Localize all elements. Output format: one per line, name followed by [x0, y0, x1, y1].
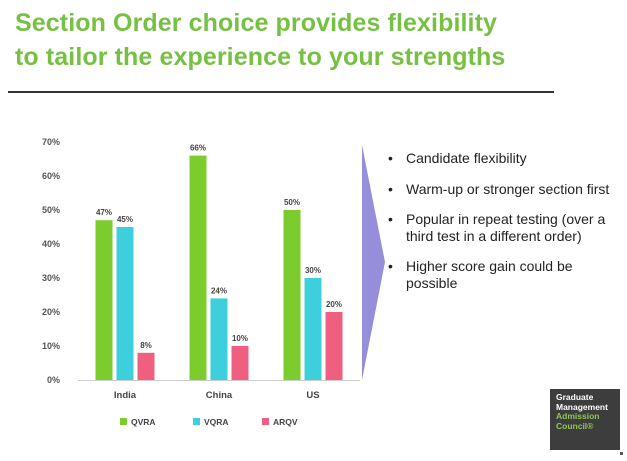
bullet-item: • Popular in repeat testing (over a third…: [388, 211, 623, 244]
bullet-text: Candidate flexibility: [406, 150, 527, 166]
data-label: 8%: [140, 341, 152, 350]
data-label: 24%: [211, 286, 227, 295]
data-label: 10%: [232, 334, 248, 343]
logo-line-3: Admission: [556, 411, 600, 421]
title-divider: [8, 91, 554, 93]
bar: [137, 352, 155, 380]
y-tick-label: 60%: [42, 171, 60, 181]
data-label: 66%: [190, 144, 206, 153]
bar: [283, 210, 301, 380]
y-tick-label: 40%: [42, 239, 60, 249]
legend-label: VQRA: [204, 417, 229, 427]
bullet-list: • Candidate flexibility • Warm-up or stron…: [388, 150, 623, 305]
legend-swatch: [120, 418, 127, 425]
bullet-dot-icon: •: [388, 180, 393, 197]
legend-swatch: [262, 418, 269, 425]
y-tick-label: 20%: [42, 307, 60, 317]
gmac-logo: Graduate Management Admission Council®: [550, 389, 620, 450]
bullet-text: Higher score gain could be possible: [406, 258, 573, 291]
bullet-dot-icon: •: [388, 150, 393, 166]
chevron-arrow-icon: [362, 145, 385, 380]
logo-line-2: Management: [556, 401, 608, 412]
bar: [189, 155, 207, 380]
legend-swatch: [193, 418, 200, 425]
y-tick-label: 50%: [42, 205, 60, 215]
logo-line-1: Graduate: [556, 392, 594, 402]
y-tick-label: 30%: [42, 273, 60, 283]
bullet-text: Popular in repeat testing (over a third …: [406, 211, 606, 244]
bar: [304, 278, 322, 380]
bullet-dot-icon: •: [388, 258, 393, 274]
y-tick-label: 0%: [47, 375, 60, 385]
bullet-item: • Higher score gain could be possible: [388, 258, 623, 291]
bullet-item: • Warm-up or stronger section first: [388, 181, 623, 198]
bar: [231, 346, 249, 380]
bar: [95, 220, 113, 380]
data-label: 45%: [117, 215, 133, 224]
bar: [325, 312, 343, 380]
legend-label: ARQV: [273, 417, 298, 427]
bar: [116, 227, 134, 380]
y-tick-label: 10%: [42, 341, 60, 351]
bullet-item: • Candidate flexibility: [388, 150, 623, 167]
data-label: 50%: [284, 198, 300, 207]
slide-title-line-1: Section Order choice provides flexibilit…: [15, 9, 498, 37]
legend-label: QVRA: [131, 417, 156, 427]
data-label: 47%: [96, 208, 112, 217]
corner-mark: [620, 452, 623, 455]
x-tick-label: India: [114, 390, 137, 401]
x-tick-label: US: [306, 390, 319, 401]
slide-title: Section Order choice provides flexibilit…: [15, 6, 615, 74]
x-tick-label: China: [206, 390, 233, 401]
data-label: 30%: [305, 266, 321, 275]
bar: [210, 298, 228, 380]
bullet-dot-icon: •: [388, 211, 393, 227]
y-tick-label: 70%: [42, 137, 60, 147]
data-label: 20%: [326, 300, 342, 309]
bullet-text: Warm-up or stronger section first: [406, 180, 610, 197]
logo-line-4: Council®: [556, 420, 594, 431]
slide-title-line-2: to tailor the experience to your strengt…: [15, 43, 506, 71]
